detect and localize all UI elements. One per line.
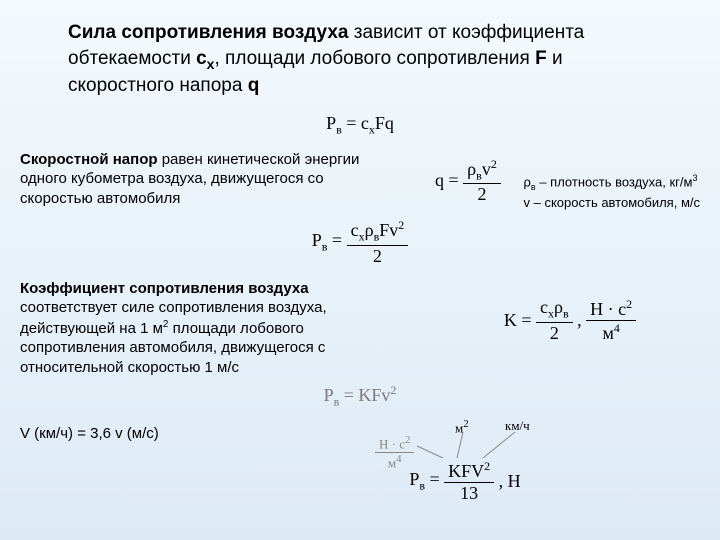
- fK-unsup: 2: [626, 297, 632, 311]
- title-cx: с: [196, 48, 207, 69]
- f4-sup: 2: [390, 383, 396, 397]
- unit-diagram: Н · с2 м4 м2 км/ч: [365, 416, 565, 454]
- f3-eq: =: [327, 230, 342, 250]
- fq-lhs: q =: [435, 170, 459, 191]
- f4-lhs: P: [324, 385, 334, 405]
- d-l1b: – плотность воздуха, кг/м: [536, 174, 693, 189]
- fq-nb: v: [482, 159, 491, 179]
- f1-tail: Fq: [375, 113, 394, 133]
- formula-q: q = ρвv2 2: [435, 157, 501, 206]
- fq-nsup: 2: [491, 157, 497, 171]
- title-block: Сила сопротивления воздуха зависит от ко…: [68, 20, 628, 99]
- fK-ud: м: [602, 323, 613, 343]
- row-3: Коэффициент сопротивления воздуха соотве…: [20, 279, 700, 378]
- block-2: Скоростной напор равен кинетической энер…: [20, 150, 395, 209]
- row-bottom: V (км/ч) = 3,6 v (м/с) Н · с2 м4 м2 км/ч…: [20, 416, 700, 504]
- fK-un: Н · с: [590, 299, 626, 319]
- f5-tail: , Н: [499, 471, 521, 492]
- f4-eq: = KFv: [339, 385, 390, 405]
- defs: ρв – плотность воздуха, кг/м3 v – скорос…: [524, 172, 700, 213]
- b2-bold: Скоростной напор: [20, 151, 158, 168]
- f3-nsup: 2: [398, 218, 404, 232]
- f5-nsup: 2: [484, 459, 490, 473]
- formula-K: K = cxρв 2 , Н · с2 м4: [400, 279, 700, 344]
- f3-na: c: [351, 220, 359, 240]
- d-l1a: ρ: [524, 174, 531, 189]
- formula-5: Pв = KFV2 13 , Н: [230, 459, 700, 504]
- formula-4: Pв = KFv2: [20, 383, 700, 410]
- d-l1sup: 3: [692, 173, 697, 183]
- fq-na: ρ: [467, 159, 476, 179]
- fK-ns2: в: [563, 307, 569, 321]
- d-l2: v – скорость автомобиля, м/с: [524, 194, 700, 213]
- f5-den: 13: [444, 483, 494, 504]
- fK-udsup: 4: [614, 321, 620, 335]
- fK-lhs: K =: [504, 310, 532, 331]
- fK-comma: ,: [577, 310, 582, 331]
- title-q: q: [248, 75, 260, 96]
- fK-nb: ρ: [554, 297, 563, 317]
- f3-den: 2: [347, 246, 409, 267]
- title-p3: , площади лобового сопротивления: [214, 48, 535, 69]
- f3-nc: Fv: [379, 220, 398, 240]
- formula-1: Pв = cxFq: [20, 113, 700, 138]
- conv-text: V (км/ч) = 3,6 v (м/с): [20, 416, 230, 444]
- fK-na: c: [540, 297, 548, 317]
- formula-3: Pв = cxρвFv2 2: [20, 218, 700, 267]
- block-3: Коэффициент сопротивления воздуха соотве…: [20, 279, 400, 378]
- f5-num: KFV: [448, 461, 484, 481]
- row-2: Скоростной напор равен кинетической энер…: [20, 150, 700, 213]
- f1-eq: = c: [342, 113, 369, 133]
- fK-den: 2: [536, 323, 573, 344]
- title-F: F: [535, 48, 547, 69]
- f3-lhs: P: [312, 230, 322, 250]
- f3-nb: ρ: [365, 220, 374, 240]
- fq-den: 2: [463, 184, 501, 205]
- f5-eq: =: [425, 469, 440, 489]
- title-bold: Сила сопротивления воздуха: [68, 22, 348, 43]
- b3-bold: Коэффициент сопротивления воздуха: [20, 280, 309, 297]
- f5-lhs: P: [409, 469, 419, 489]
- f1-lhs: P: [326, 113, 336, 133]
